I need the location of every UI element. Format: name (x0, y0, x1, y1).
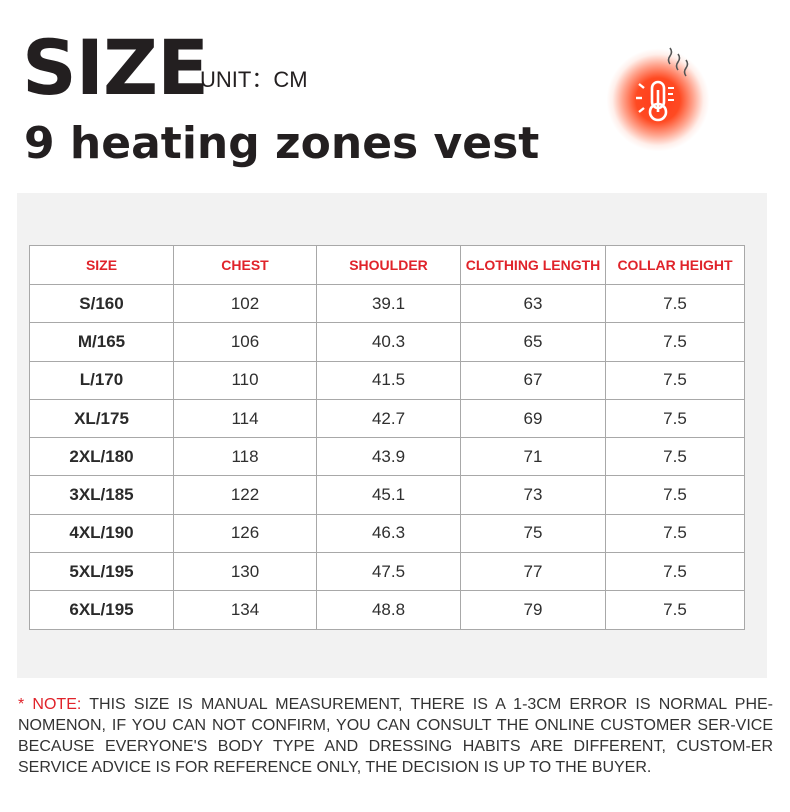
product-subtitle: 9 heating zones vest (24, 118, 540, 169)
table-row: 5XL/195 130 47.5 77 7.5 (29, 552, 745, 592)
table-body: S/160 102 39.1 63 7.5 M/165 106 40.3 65 7.5 L/170 1… (29, 283, 745, 630)
size-cell: 4XL/190 (29, 513, 174, 554)
measurement-cell: 67 (460, 360, 606, 400)
measurement-cell: 126 (173, 513, 317, 554)
size-note: * NOTE: THIS SIZE IS MANUAL MEASUREMENT,… (18, 694, 773, 778)
size-cell: XL/175 (29, 398, 174, 439)
measurement-cell: 7.5 (605, 398, 745, 439)
table-row: 6XL/195 134 48.8 79 7.5 (29, 590, 745, 630)
table-row: L/170 110 41.5 67 7.5 (29, 360, 745, 400)
table-row: XL/175 114 42.7 69 7.5 (29, 398, 745, 439)
table-header-row: SIZE CHEST SHOULDER CLOTHING LENGTH COLL… (29, 245, 745, 285)
table-row: 4XL/190 126 46.3 75 7.5 (29, 513, 745, 554)
measurement-cell: 48.8 (316, 590, 461, 630)
measurement-cell: 7.5 (605, 283, 745, 324)
header-clothing-length: CLOTHING LENGTH (460, 245, 606, 285)
measurement-cell: 7.5 (605, 322, 745, 362)
measurement-cell: 69 (460, 398, 606, 439)
measurement-cell: 75 (460, 513, 606, 554)
measurement-cell: 102 (173, 283, 317, 324)
table-row: 2XL/180 118 43.9 71 7.5 (29, 437, 745, 477)
page-title: SIZE (22, 23, 209, 112)
header-chest: CHEST (173, 245, 317, 285)
measurement-cell: 63 (460, 283, 606, 324)
measurement-cell: 77 (460, 552, 606, 592)
note-text: THIS SIZE IS MANUAL MEASUREMENT, THERE I… (18, 696, 773, 776)
header-size: SIZE (29, 245, 174, 285)
size-cell: 5XL/195 (29, 552, 174, 592)
note-lead: * NOTE: (18, 696, 82, 713)
measurement-cell: 71 (460, 437, 606, 477)
measurement-cell: 130 (173, 552, 317, 592)
measurement-cell: 110 (173, 360, 317, 400)
measurement-cell: 114 (173, 398, 317, 439)
heating-thermometer-icon (598, 40, 718, 152)
measurement-cell: 7.5 (605, 513, 745, 554)
measurement-cell: 134 (173, 590, 317, 630)
size-cell: M/165 (29, 322, 174, 362)
measurement-cell: 42.7 (316, 398, 461, 439)
size-cell: 3XL/185 (29, 475, 174, 515)
measurement-cell: 7.5 (605, 475, 745, 515)
thermometer-svg (636, 47, 689, 122)
measurement-cell: 106 (173, 322, 317, 362)
size-cell: 6XL/195 (29, 590, 174, 630)
measurement-cell: 45.1 (316, 475, 461, 515)
measurement-cell: 7.5 (605, 437, 745, 477)
measurement-cell: 43.9 (316, 437, 461, 477)
table-row: M/165 106 40.3 65 7.5 (29, 322, 745, 362)
size-table: SIZE CHEST SHOULDER CLOTHING LENGTH COLL… (29, 245, 745, 630)
measurement-cell: 7.5 (605, 360, 745, 400)
measurement-cell: 118 (173, 437, 317, 477)
measurement-cell: 47.5 (316, 552, 461, 592)
measurement-cell: 65 (460, 322, 606, 362)
size-cell: S/160 (29, 283, 174, 324)
measurement-cell: 40.3 (316, 322, 461, 362)
measurement-cell: 122 (173, 475, 317, 515)
measurement-cell: 73 (460, 475, 606, 515)
unit-label: UNIT：CM (200, 67, 308, 92)
table-row: S/160 102 39.1 63 7.5 (29, 283, 745, 324)
measurement-cell: 7.5 (605, 590, 745, 630)
measurement-cell: 7.5 (605, 552, 745, 592)
header-collar-height: COLLAR HEIGHT (605, 245, 745, 285)
size-cell: L/170 (29, 360, 174, 400)
measurement-cell: 41.5 (316, 360, 461, 400)
header-shoulder: SHOULDER (316, 245, 461, 285)
size-cell: 2XL/180 (29, 437, 174, 477)
measurement-cell: 79 (460, 590, 606, 630)
measurement-cell: 39.1 (316, 283, 461, 324)
table-row: 3XL/185 122 45.1 73 7.5 (29, 475, 745, 515)
measurement-cell: 46.3 (316, 513, 461, 554)
